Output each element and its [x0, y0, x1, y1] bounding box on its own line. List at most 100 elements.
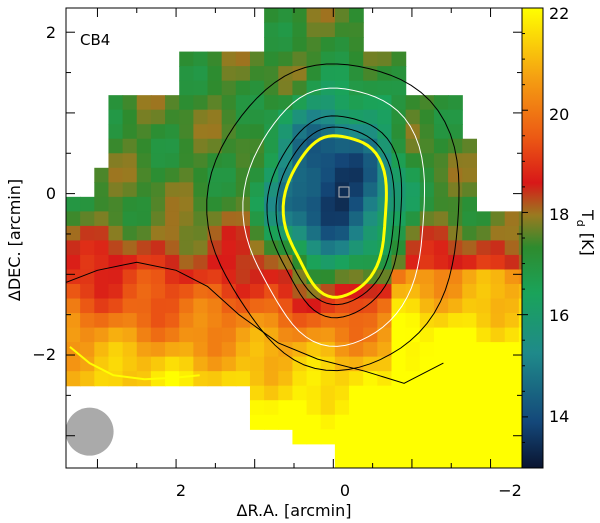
heatmap-pixel — [221, 182, 237, 198]
heatmap-pixel — [462, 371, 477, 387]
heatmap-pixel — [193, 284, 209, 300]
heatmap-pixel — [377, 443, 393, 459]
heatmap-pixel — [264, 225, 279, 242]
heatmap-pixel — [518, 458, 522, 468]
heatmap-pixel — [221, 196, 237, 212]
heatmap-pixel — [448, 313, 463, 329]
heatmap-pixel — [207, 254, 223, 271]
heatmap-pixel — [504, 313, 520, 329]
heatmap-pixel — [405, 414, 421, 430]
heatmap-pixel — [334, 167, 350, 183]
heatmap-pixel — [306, 196, 322, 212]
heatmap-pixel — [363, 443, 378, 459]
heatmap-pixel — [349, 414, 364, 430]
heatmap-pixel — [249, 124, 265, 140]
heatmap-pixel — [448, 429, 463, 445]
heatmap-pixel — [221, 66, 237, 82]
heatmap-pixel — [306, 298, 322, 314]
colorbar-tick-label-14: 14 — [549, 407, 569, 426]
heatmap-pixel — [193, 211, 209, 227]
heatmap-pixel — [108, 240, 124, 256]
heatmap-pixel — [349, 385, 364, 401]
heatmap-pixel — [334, 211, 350, 227]
heatmap-pixel — [490, 414, 506, 430]
heatmap-pixel — [150, 153, 166, 169]
heatmap-pixel — [462, 342, 477, 358]
heatmap-pixel — [249, 66, 265, 82]
heatmap-pixel — [363, 371, 378, 387]
heatmap-pixel — [235, 167, 251, 183]
heatmap-pixel — [320, 269, 336, 285]
heatmap-pixel — [221, 356, 237, 372]
heatmap-pixel — [207, 95, 223, 111]
heatmap-pixel — [221, 167, 237, 183]
heatmap-pixel — [292, 429, 308, 445]
heatmap-pixel — [306, 37, 322, 53]
heatmap-pixel — [278, 269, 294, 285]
heatmap-pixel — [249, 371, 265, 387]
heatmap-pixel — [405, 138, 421, 154]
heatmap-pixel — [518, 443, 522, 459]
heatmap-pixel — [377, 298, 393, 314]
heatmap-pixel — [504, 458, 520, 468]
heatmap-pixel — [476, 429, 492, 445]
heatmap-pixel — [306, 8, 322, 24]
heatmap-pixel — [448, 225, 463, 242]
heatmap-pixel — [391, 196, 407, 212]
heatmap-pixel — [94, 182, 110, 198]
heatmap-pixel — [377, 429, 393, 445]
heatmap-pixel — [108, 95, 124, 111]
heatmap-pixel — [179, 109, 194, 125]
colorbar-label-subscript: d — [574, 220, 587, 227]
heatmap-pixel — [349, 8, 364, 24]
heatmap-pixel — [235, 124, 251, 140]
heatmap-pixel — [363, 342, 378, 358]
heatmap-pixel — [165, 196, 180, 212]
heatmap-pixel — [320, 254, 336, 271]
heatmap-pixel — [476, 473, 491, 488]
heatmap-pixel — [462, 458, 477, 468]
heatmap-pixel — [179, 225, 194, 242]
heatmap-pixel — [433, 95, 449, 111]
heatmap-pixel — [334, 298, 350, 314]
heatmap-pixel — [462, 327, 477, 343]
heatmap-pixel — [448, 458, 463, 468]
heatmap-pixel — [278, 240, 294, 256]
heatmap-pixel — [207, 124, 223, 140]
heatmap-pixel — [462, 211, 477, 227]
heatmap-pixel — [235, 95, 251, 111]
heatmap-pixel — [264, 240, 279, 256]
contour-southern-edge — [66, 261, 444, 384]
heatmap-pixel — [334, 269, 350, 285]
heatmap-pixel — [433, 429, 449, 445]
heatmap-pixel — [448, 196, 463, 212]
heatmap-pixel — [179, 182, 194, 198]
heatmap-pixel — [80, 298, 95, 314]
heatmap-pixel — [207, 51, 223, 67]
heatmap-pixel — [490, 385, 506, 401]
heatmap-pixel — [433, 196, 449, 212]
heatmap-pixel — [490, 254, 506, 271]
heatmap-pixel — [136, 211, 152, 227]
heatmap-pixel — [249, 313, 265, 329]
heatmap-pixel — [165, 254, 180, 271]
heatmap-pixel — [193, 240, 209, 256]
heatmap-pixel — [278, 8, 294, 24]
heatmap-pixel — [207, 182, 223, 198]
heatmap-pixel — [349, 254, 364, 271]
heatmap-pixel — [278, 371, 294, 387]
x-axis-label: ΔR.A. [arcmin] — [237, 501, 352, 520]
heatmap-pixel — [334, 327, 350, 343]
heatmap-pixel — [363, 414, 378, 430]
heatmap-pixel — [433, 138, 449, 154]
heatmap-pixel — [391, 138, 407, 154]
heatmap-pixel — [363, 80, 378, 96]
heatmap-pixel — [193, 371, 209, 387]
heatmap-pixel — [306, 356, 322, 372]
heatmap-pixel — [377, 313, 393, 329]
heatmap-pixel — [249, 225, 265, 242]
heatmap-pixel — [448, 473, 463, 488]
heatmap-pixel — [122, 211, 138, 227]
heatmap-pixel — [122, 109, 138, 125]
heatmap-pixel — [122, 167, 138, 183]
